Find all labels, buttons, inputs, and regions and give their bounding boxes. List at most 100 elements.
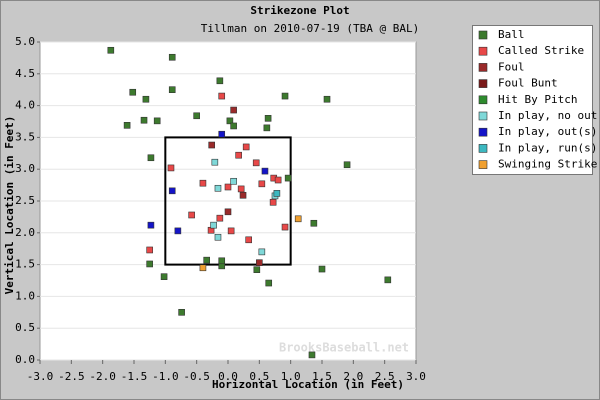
pitch-point (178, 308, 185, 316)
strike-zone (164, 136, 292, 266)
pitch-point (147, 221, 155, 229)
pitch-point (210, 221, 217, 229)
y-tick-label: 0.0 (15, 353, 35, 366)
pitch-point (146, 246, 153, 254)
x-tick-label: 1.0 (281, 370, 301, 383)
legend-label: Foul Bunt (498, 77, 558, 90)
pitch-point (230, 177, 237, 185)
chart-title: Strikezone Plot (250, 4, 349, 17)
legend-label: Foul (498, 60, 525, 73)
pitch-point (142, 95, 150, 103)
pitch-point (216, 214, 224, 222)
pitch-point (256, 259, 263, 266)
x-axis-label: Horizontal Location (in Feet) (212, 378, 404, 391)
watermark: BrooksBaseball.net (279, 341, 409, 355)
pitch-point (160, 273, 168, 280)
pitch-point (168, 86, 176, 93)
pitch-point (214, 233, 222, 241)
y-axis-label: Vertical Location (in Feet) (3, 116, 16, 295)
pitch-point (343, 161, 351, 169)
pitch-point (261, 167, 269, 175)
pitch-point (208, 141, 216, 149)
pitch-point (284, 174, 292, 182)
pitch-point (211, 158, 219, 166)
pitch-point (224, 208, 232, 216)
pitch-point (216, 77, 224, 85)
pitch-point (218, 92, 226, 100)
pitch-point (323, 95, 331, 103)
y-tick-label: 1.5 (15, 258, 35, 271)
y-tick-label: 2.5 (15, 194, 35, 207)
x-tick-label: 0.0 (218, 370, 238, 383)
pitch-point (107, 46, 115, 54)
pitch-point (153, 117, 161, 125)
pitch-point (258, 180, 266, 188)
pitch-point (235, 151, 242, 159)
legend-label: Hit By Pitch (498, 93, 577, 106)
x-tick-label: -0.5 (183, 370, 210, 383)
pitch-point (168, 187, 176, 195)
pitch-point (199, 179, 207, 187)
legend-label: Called Strike (498, 44, 584, 57)
legend-swatch (478, 95, 488, 105)
legend-swatch (478, 63, 488, 72)
legend (472, 25, 593, 175)
pitch-point (218, 130, 226, 138)
x-tick-label: -1.0 (152, 370, 179, 383)
y-tick-label: 0.5 (15, 321, 35, 334)
x-tick-label: -3.0 (27, 370, 54, 383)
pitch-point (310, 219, 318, 227)
legend-swatch (478, 127, 488, 137)
pitch-point (245, 236, 252, 244)
pitch-point (203, 256, 210, 264)
pitch-point (146, 260, 153, 268)
pitch-point (123, 122, 131, 129)
pitch-point (129, 88, 137, 96)
pitch-point (242, 143, 250, 151)
pitch-point (318, 265, 326, 273)
pitch-point (308, 351, 316, 359)
x-tick-label: 2.0 (343, 370, 363, 383)
x-tick-label: 0.5 (249, 370, 269, 383)
chart-subtitle: Tillman on 2010-07-19 (TBA @ BAL) (201, 22, 420, 35)
pitch-point (273, 190, 281, 197)
legend-swatch (478, 46, 488, 56)
pitch-point (226, 117, 234, 125)
pitch-point (263, 124, 271, 132)
legend-label: In play, no out (498, 109, 597, 122)
y-tick-label: 3.5 (15, 130, 35, 143)
y-tick-label: 2.0 (15, 226, 35, 239)
pitch-point (281, 92, 289, 100)
pitch-point (269, 198, 277, 206)
pitch-point (239, 191, 247, 199)
x-tick-label: 2.5 (375, 370, 395, 383)
pitch-point (193, 112, 200, 120)
pitch-point (214, 184, 222, 192)
pitch-point (384, 276, 392, 284)
legend-label: Ball (498, 28, 525, 41)
y-tick-label: 1.0 (15, 289, 35, 302)
pitch-point (230, 122, 237, 130)
legend-swatch (478, 160, 488, 169)
y-tick-label: 4.5 (15, 67, 35, 80)
pitch-point (188, 211, 195, 219)
legend-label: Swinging Strike (498, 158, 597, 171)
pitch-point (258, 248, 266, 256)
pitch-point (274, 176, 282, 184)
pitch-point (224, 183, 232, 191)
legend-label: In play, out(s) (498, 125, 597, 138)
y-tick-label: 3.0 (15, 162, 35, 175)
y-tick-label: 4.0 (15, 99, 35, 112)
pitch-point (168, 53, 176, 61)
pitch-point (174, 227, 182, 235)
pitch-point (218, 257, 226, 265)
pitch-point (230, 106, 237, 114)
legend-label: In play, run(s) (498, 141, 597, 154)
pitch-point (294, 215, 302, 223)
pitch-point (237, 185, 245, 193)
pitch-point (265, 279, 273, 287)
x-tick-label: 3.0 (406, 370, 426, 383)
pitch-point (253, 266, 261, 273)
x-tick-label: 1.5 (312, 370, 332, 383)
